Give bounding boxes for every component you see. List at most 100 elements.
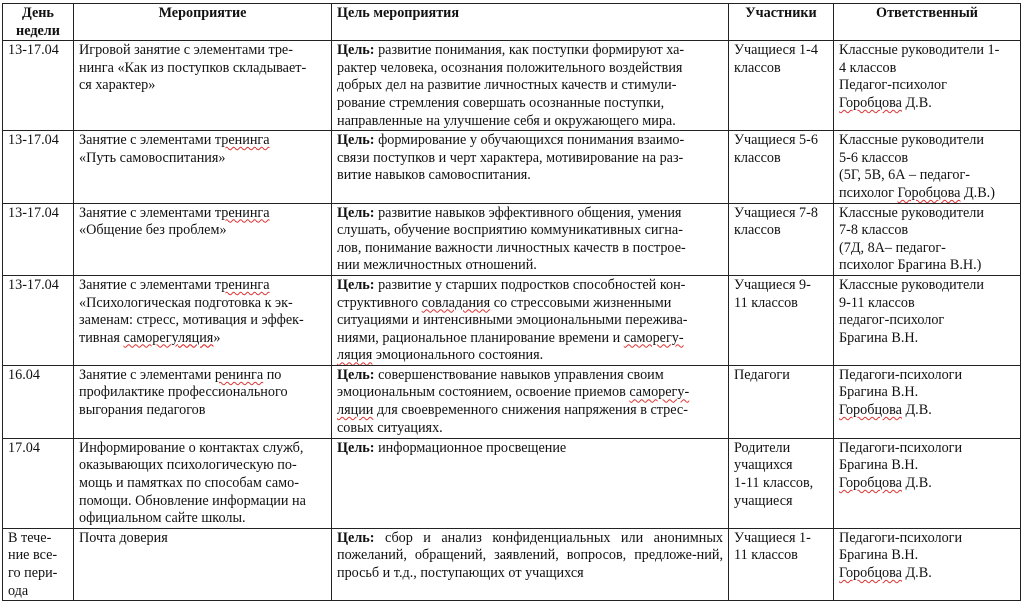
- event-line: Занятие с элементами тренинга: [79, 132, 326, 150]
- line-text: 13-17.04: [8, 204, 59, 221]
- event-line: помощи. Обновление информации на: [79, 493, 326, 511]
- line-text: Родители: [734, 439, 791, 456]
- goal-line: ниями, рациональное планирование времени…: [337, 330, 723, 348]
- table-row: 13-17.04 Занятие с элементами тренинга «Пс…: [2, 274, 1021, 366]
- line-text: ние все-: [8, 547, 58, 564]
- line-text: Учащиеся 1-4: [734, 42, 818, 59]
- goal-line: структивного совладания со стрессовыми ж…: [337, 295, 723, 313]
- date-line: ода: [8, 583, 68, 600]
- goal-line: совых ситуациях.: [337, 420, 723, 438]
- event-line: ся характер»: [79, 77, 326, 95]
- date-line: 13-17.04: [8, 277, 68, 295]
- goal-line: ляции для своевременного снижения напряж…: [337, 402, 723, 420]
- cell-responsible: Педагоги-психологи Брагина В.Н. Горобцова …: [833, 527, 1021, 601]
- line-text: рование стремления совершать осознанные …: [337, 94, 665, 111]
- header-line: Мероприятие: [158, 5, 247, 21]
- goal-line: нии межличностных отношений.: [337, 257, 723, 274]
- event-line: «Психологическая подготовка к эк-: [79, 295, 326, 313]
- responsible-line: 5-6 классов: [839, 150, 1015, 168]
- goal-line: Цель: развитие у старших подростков спос…: [337, 277, 723, 295]
- table-row: 17.04 Информирование о контактах служб, ок…: [2, 437, 1021, 529]
- line-text: (7Д, 8А– педагог-: [839, 239, 946, 256]
- responsible-line: педагог-психолог: [839, 312, 1015, 330]
- line-text: классов: [734, 59, 781, 76]
- goal-line: ситуациями и интенсивными эмоциональными…: [337, 312, 723, 330]
- line-text: развитие понимания, как поступки формиру…: [374, 42, 685, 59]
- cell-event: Информирование о контактах служб, оказыва…: [73, 437, 332, 529]
- line-text: учащиеся: [734, 492, 793, 509]
- event-line: Почта доверия: [79, 530, 326, 548]
- line-text: Брагина В.Н.: [839, 547, 919, 564]
- goal-line: добрых дел на развитие личностных качест…: [337, 77, 723, 95]
- cell-goal: Цель: развитие навыков эффективного обще…: [331, 202, 729, 276]
- event-line: Игровой занятие с элементами тре-: [79, 42, 326, 60]
- cell-participants: Учащиеся 5-6 классов: [728, 130, 834, 204]
- line-text: Брагина В.Н.: [839, 384, 919, 401]
- line-text: Учащиеся 9-: [734, 276, 811, 293]
- line-text: Педагоги-психологи: [839, 529, 963, 546]
- goal-label: Цель:: [337, 529, 375, 546]
- participants-line: Родители: [734, 440, 828, 458]
- line-text: профилактике профессионального: [79, 384, 288, 401]
- line-text: го пери-: [8, 565, 58, 582]
- line-text: 17.04: [8, 439, 40, 456]
- responsible-line: Классные руководители: [839, 277, 1015, 295]
- cell-date: 16.04: [2, 364, 74, 439]
- line-text: мощь и памятках по способам само-: [79, 475, 299, 492]
- line-text: нии межличностных отношений.: [337, 257, 537, 274]
- line-text: психолог Брагина В.Н.): [839, 257, 982, 274]
- goal-label: Цель:: [337, 366, 375, 383]
- responsible-line: Педагоги-психологи: [839, 440, 1015, 458]
- line-text: сбор и анализ конфиденциальных или анони…: [337, 529, 723, 582]
- event-line: профилактике профессионального: [79, 384, 326, 402]
- line-text: ситуациями и интенсивными эмоциональными…: [337, 312, 688, 329]
- cell-goal: Цель: сбор и анализ конфиденциальных или…: [331, 527, 729, 601]
- cell-responsible: Классные руководители 1- 4 классов Педагог…: [833, 40, 1021, 132]
- line-text: совых ситуациях.: [337, 419, 443, 436]
- table-row: 13-17.04 Занятие с элементами тренинга «Пу…: [2, 130, 1021, 204]
- responsible-line: психолог Брагина В.Н.): [839, 257, 1015, 274]
- participants-line: Учащиеся 5-6: [734, 132, 828, 150]
- goal-line: Цель: развитие навыков эффективного обще…: [337, 205, 723, 223]
- line-text: педагог-психолог: [839, 312, 945, 329]
- line-text: В тече-: [8, 529, 52, 546]
- table-row: 13-17.04 Занятие с элементами тренинга «Об…: [2, 202, 1021, 276]
- responsible-line: Брагина В.Н.: [839, 330, 1015, 348]
- line-text: совершенствование навыков управления сво…: [374, 366, 664, 383]
- participants-line: учащиеся: [734, 493, 828, 511]
- cell-event: Почта доверия: [73, 527, 332, 601]
- cell-goal: Цель: совершенствование навыков управлен…: [331, 364, 729, 439]
- responsible-line: Классные руководители: [839, 132, 1015, 150]
- line-text: оказывающих психологическую по-: [79, 457, 297, 474]
- line-text: ляции для своевременного снижения напряж…: [337, 402, 688, 419]
- responsible-line: Горобцова Д.В.: [839, 402, 1015, 420]
- line-text: ся характер»: [79, 77, 156, 94]
- line-text: Учащиеся 7-8: [734, 204, 818, 221]
- responsible-line: Педагоги-психологи: [839, 367, 1015, 385]
- header-line: День: [22, 5, 54, 21]
- event-line: нинга «Как из поступков складывает-: [79, 60, 326, 78]
- line-text: рактер человека, осознания положительног…: [337, 59, 683, 76]
- line-text: витие навыков самовоспитания.: [337, 167, 531, 184]
- event-line: «Путь самовоспитания»: [79, 150, 326, 168]
- line-text: помощи. Обновление информации на: [79, 492, 306, 509]
- line-text: классов: [734, 222, 781, 239]
- line-text: Горобцова Д.В.: [839, 565, 932, 582]
- line-text: «Путь самовоспитания»: [79, 149, 226, 166]
- date-line: 16.04: [8, 367, 68, 385]
- line-text: Классные руководители: [839, 276, 984, 293]
- line-text: 16.04: [8, 366, 40, 383]
- participants-line: классов: [734, 60, 828, 78]
- header-event: Мероприятие: [73, 2, 332, 42]
- date-line: В тече-: [8, 530, 68, 548]
- header-line: Ответственный: [876, 5, 978, 21]
- line-text: Занятие с элементами тренинга: [79, 204, 270, 221]
- line-text: Горобцова Д.В.: [839, 402, 932, 419]
- goal-line: Цель: информационное просвещение: [337, 440, 723, 458]
- date-line: 13-17.04: [8, 42, 68, 60]
- line-text: Игровой занятие с элементами тре-: [79, 42, 293, 59]
- line-text: 4 классов: [839, 59, 897, 76]
- line-text: Занятие с элементами тренинга: [79, 276, 270, 293]
- table-row: 13-17.04 Игровой занятие с элементами тре…: [2, 40, 1021, 132]
- goal-line: связи поступков и черт характера, мотиви…: [337, 150, 723, 168]
